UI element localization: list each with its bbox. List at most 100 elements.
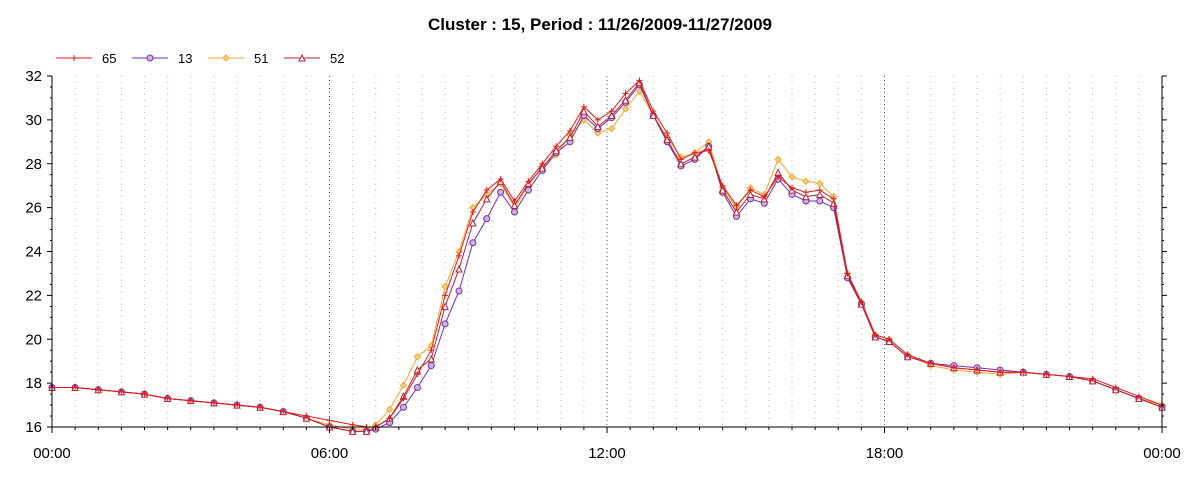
- data-point: [622, 90, 629, 97]
- data-point: [761, 193, 768, 200]
- data-point: [997, 369, 1004, 376]
- data-point: [789, 184, 795, 191]
- data-point: [385, 405, 394, 414]
- legend-label: 51: [254, 51, 268, 66]
- y-tick-label: 32: [25, 68, 42, 85]
- data-point: [164, 395, 171, 402]
- y-tick-label: 28: [25, 156, 42, 173]
- data-point: [234, 402, 240, 409]
- data-point: [539, 160, 546, 167]
- data-point: [802, 192, 810, 201]
- series-13: [48, 81, 1166, 435]
- data-point: [1043, 371, 1050, 378]
- legend-marker: [146, 54, 154, 62]
- legend-label: 65: [102, 51, 116, 66]
- data-point: [456, 252, 462, 259]
- data-point: [538, 164, 547, 172]
- data-point: [663, 135, 671, 144]
- data-point: [580, 106, 588, 115]
- data-point: [774, 155, 782, 164]
- data-point: [497, 188, 505, 196]
- data-point: [649, 111, 658, 119]
- data-point: [524, 186, 532, 194]
- data-point: [904, 351, 911, 358]
- data-point: [621, 96, 630, 104]
- data-point: [118, 388, 125, 395]
- data-point: [816, 187, 823, 194]
- data-point: [441, 320, 449, 328]
- data-point: [593, 122, 602, 130]
- data-point: [428, 347, 435, 354]
- data-point: [802, 177, 810, 186]
- data-point: [872, 331, 879, 338]
- data-point: [511, 198, 518, 205]
- data-point: [525, 178, 532, 185]
- data-point: [483, 187, 490, 194]
- data-point: [718, 185, 727, 194]
- data-point: [677, 159, 685, 168]
- data-point: [747, 187, 754, 194]
- data-point: [815, 190, 824, 198]
- data-point: [210, 399, 217, 406]
- y-tick-label: 22: [25, 287, 42, 304]
- data-point: [427, 362, 435, 370]
- data-point: [927, 360, 934, 367]
- data-point: [386, 415, 393, 422]
- axes: 16 18 20 22 24 26 28 30 32 00:00 06:00 12:00 18:00 00…: [25, 68, 1180, 462]
- data-point: [719, 182, 726, 189]
- data-point: [469, 209, 476, 216]
- data-point: [348, 427, 357, 435]
- x-tick-label: 12:00: [588, 445, 626, 462]
- data-point: [775, 173, 782, 180]
- data-point: [788, 173, 796, 181]
- data-point: [664, 130, 671, 137]
- legend-item-52: 52: [284, 51, 344, 66]
- data-point: [497, 176, 504, 183]
- y-tick-label: 18: [25, 375, 42, 392]
- data-point: [362, 427, 371, 435]
- data-point: [678, 156, 684, 163]
- data-point: [427, 354, 436, 363]
- data-point: [414, 371, 421, 378]
- data-point: [400, 395, 407, 402]
- legend: 65 13 51 52: [56, 51, 344, 66]
- data-point: [858, 298, 865, 305]
- chart-title: Cluster : 15, Period : 11/26/2009-11/27/…: [428, 15, 772, 34]
- data-point: [607, 124, 616, 133]
- data-point: [816, 197, 824, 205]
- data-point: [511, 208, 518, 216]
- data-point: [733, 202, 740, 209]
- data-point: [621, 105, 630, 113]
- data-point: [95, 386, 102, 393]
- data-point: [705, 147, 712, 154]
- legend-item-13: 13: [132, 51, 192, 66]
- legend-label: 52: [330, 51, 344, 66]
- data-point: [844, 270, 851, 277]
- data-point: [691, 149, 698, 156]
- data-point: [1020, 369, 1027, 376]
- data-point: [399, 381, 408, 390]
- data-point: [732, 207, 741, 216]
- data-point: [469, 218, 477, 227]
- legend-marker: [71, 55, 77, 61]
- data-point: [280, 408, 287, 415]
- data-point: [483, 215, 491, 223]
- data-point: [442, 292, 449, 299]
- data-point: [455, 287, 463, 295]
- data-point: [469, 239, 477, 247]
- data-point: [441, 282, 449, 291]
- data-point: [510, 201, 519, 209]
- data-point: [950, 364, 957, 371]
- data-point: [72, 384, 79, 391]
- data-point: [636, 77, 643, 84]
- x-tick-label: 00:00: [33, 445, 71, 462]
- data-point: [441, 302, 449, 310]
- x-tick-label: 18:00: [866, 445, 904, 462]
- data-point: [187, 397, 194, 404]
- y-tick-label: 20: [25, 331, 42, 348]
- x-tick-label: 06:00: [311, 445, 349, 462]
- data-point: [1135, 393, 1142, 400]
- y-tick-label: 16: [25, 419, 42, 436]
- series-65: [49, 77, 1165, 430]
- data-point: [413, 384, 421, 392]
